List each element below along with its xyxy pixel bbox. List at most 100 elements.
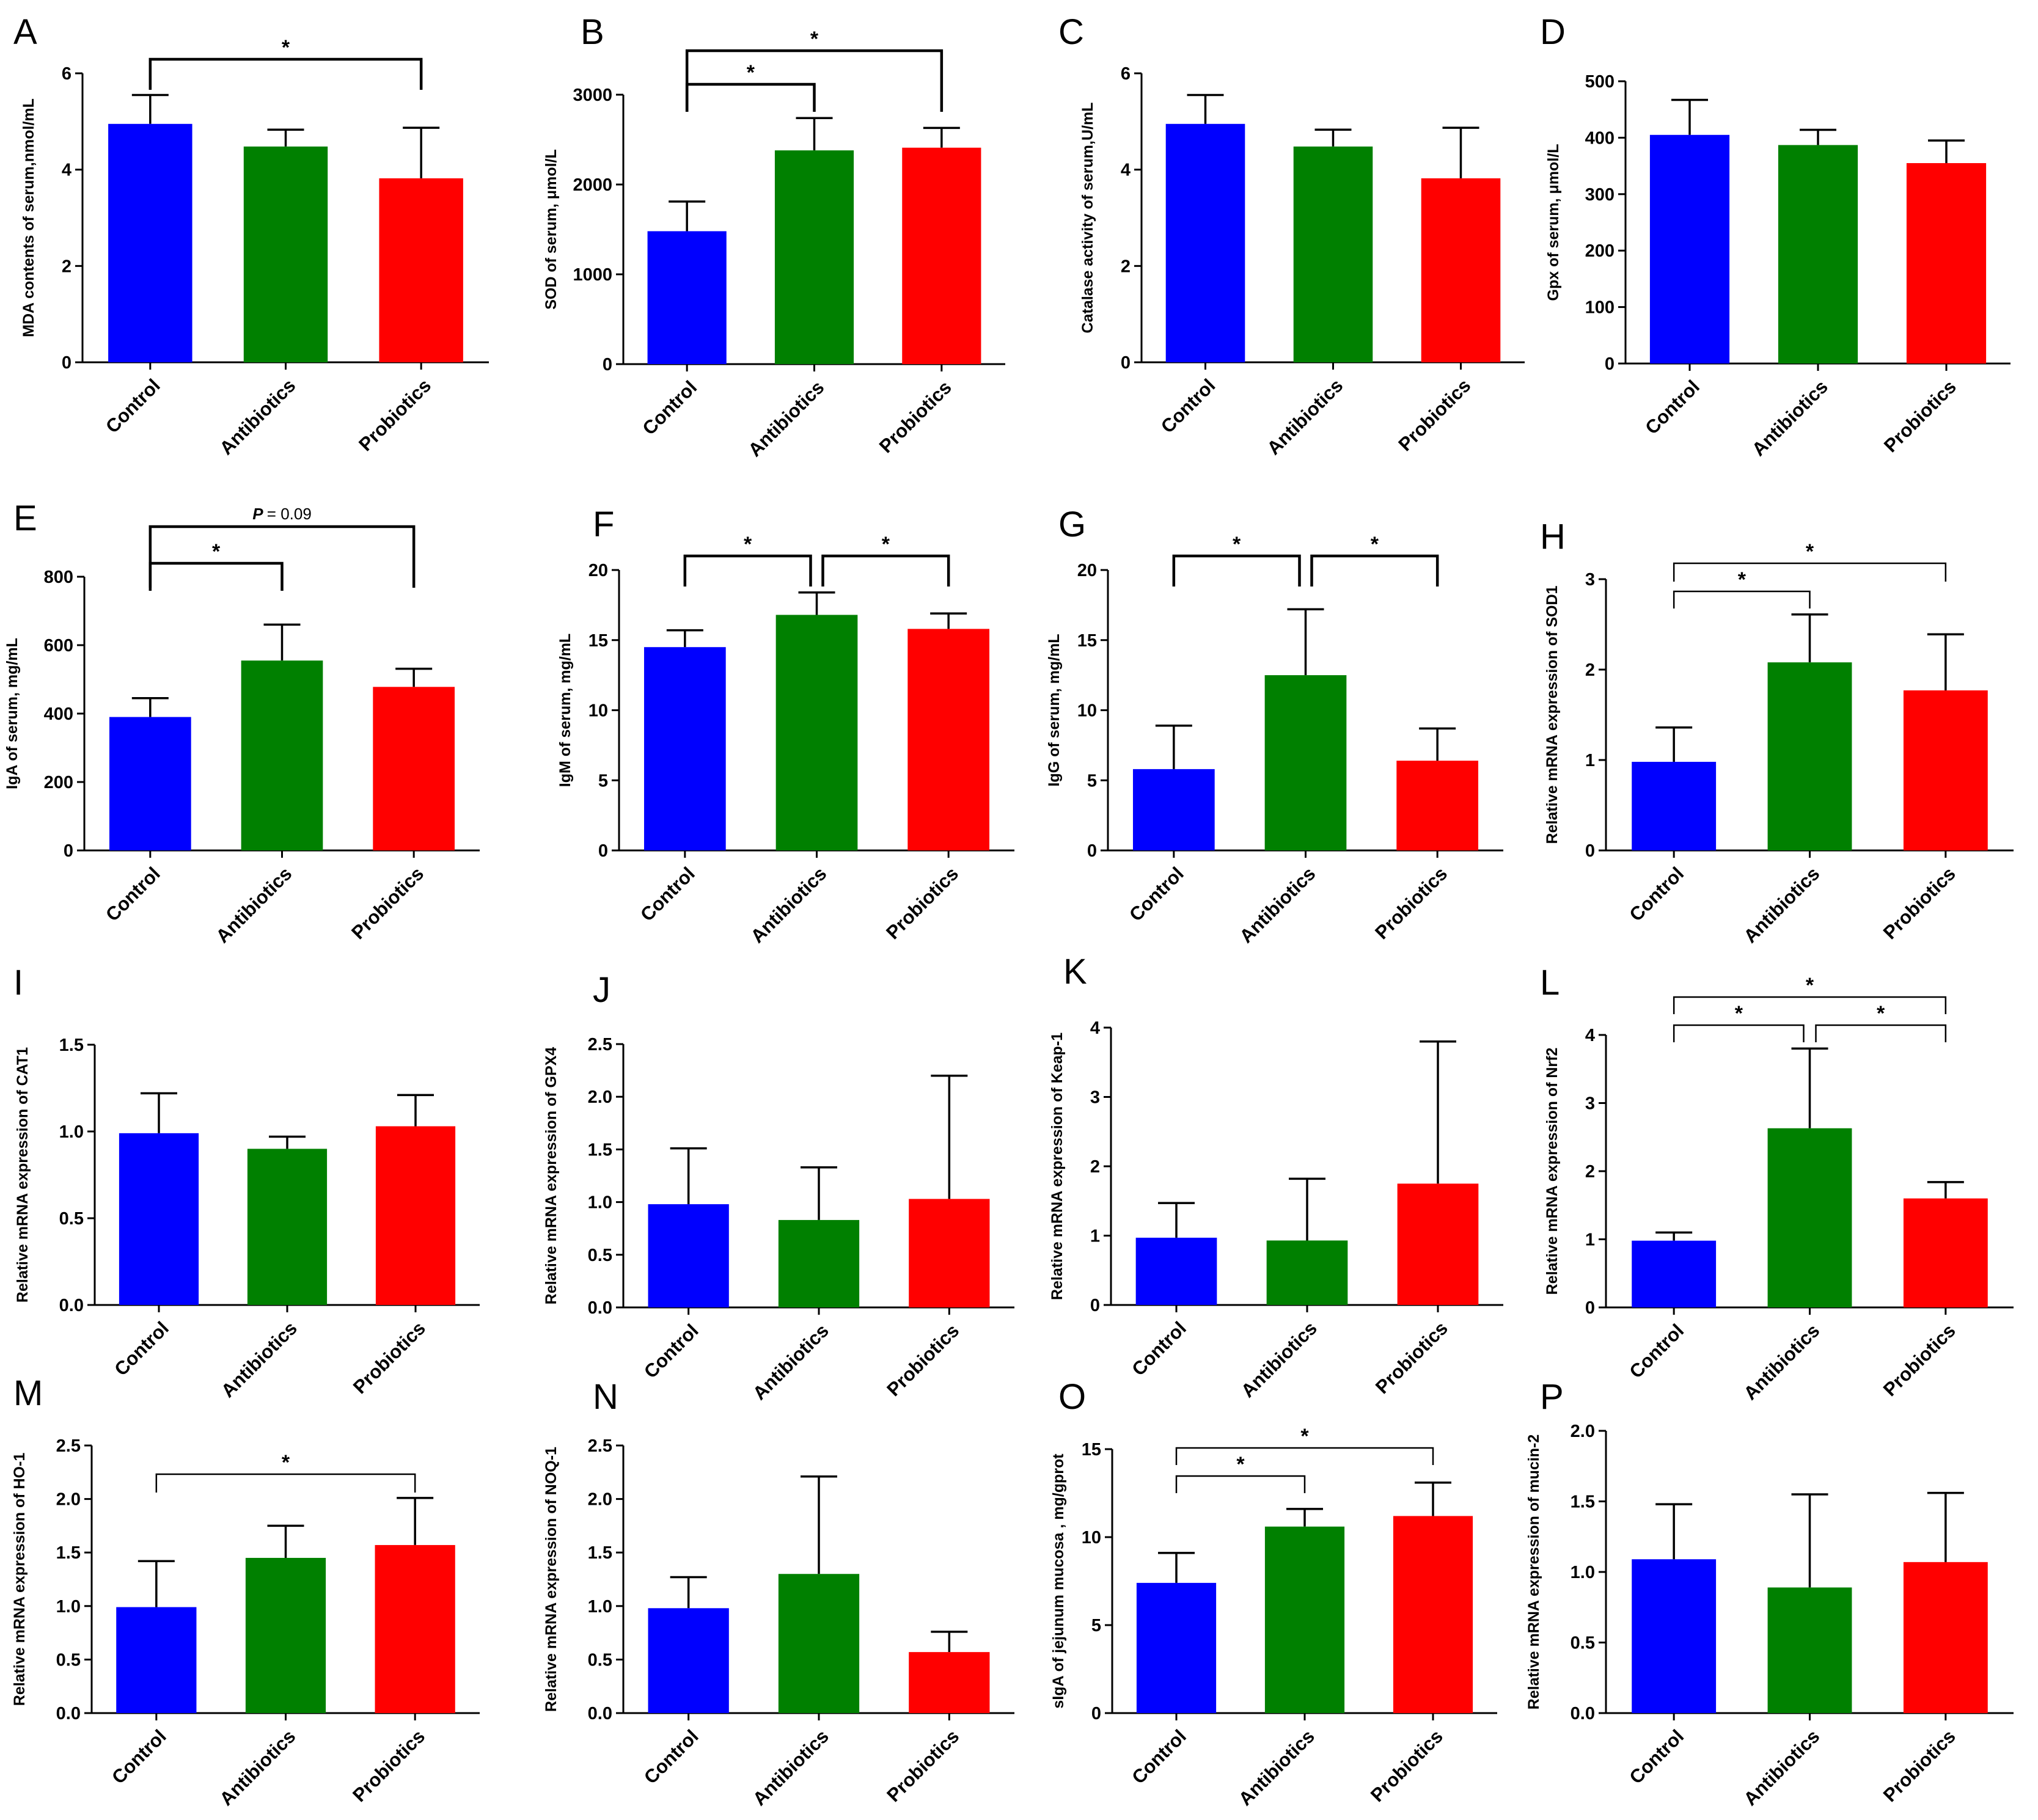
y-tick-label-j-0: 0.0 <box>588 1298 612 1318</box>
x-tick-label-h-2: Probiotics <box>1879 863 1960 943</box>
significance-bracket-b-1 <box>685 49 944 112</box>
bar-o-probiotics <box>1393 1516 1473 1713</box>
y-tick-label-f-2: 10 <box>588 701 608 721</box>
significance-bracket-e-1 <box>148 525 416 588</box>
x-tick-label-p-1: Antibiotics <box>1739 1725 1824 1810</box>
y-tick-label-b-3: 3000 <box>573 86 612 105</box>
bar-a-probiotics <box>379 178 463 362</box>
x-tick-label-b-2: Probiotics <box>875 376 956 457</box>
panel-p: P 0.0 0.5 1.0 1.5 2.0 Relative mRNA expression… <box>1525 1377 2014 1810</box>
bar-f-probiotics <box>907 629 990 850</box>
y-axis-label-e: IgA of serum, mg/mL <box>4 638 21 789</box>
significance-label-l-1: * <box>1877 1002 1885 1025</box>
y-tick-label-p-3: 1.5 <box>1571 1493 1595 1512</box>
y-tick-label-k-4: 4 <box>1090 1018 1100 1038</box>
y-axis-label-p: Relative mRNA expression of mucin-2 <box>1525 1434 1542 1710</box>
panel-l: L 0 1 2 3 4 Relative mRNA expression of Nrf2 Co… <box>1540 963 2014 1404</box>
x-tick-label-p-2: Probiotics <box>1879 1725 1960 1806</box>
x-tick-label-j-2: Probiotics <box>882 1320 963 1400</box>
y-axis-label-j: Relative mRNA expression of GPX4 <box>543 1047 560 1305</box>
y-tick-label-l-2: 2 <box>1585 1162 1595 1182</box>
significance-label-o-1: * <box>1300 1425 1309 1448</box>
x-tick-label-d-0: Control <box>1641 376 1704 439</box>
y-tick-label-c-3: 6 <box>1121 64 1131 84</box>
y-tick-label-m-1: 0.5 <box>56 1650 81 1670</box>
y-tick-label-n-2: 1.0 <box>588 1597 612 1617</box>
bar-i-probiotics <box>375 1126 456 1305</box>
y-tick-label-l-1: 1 <box>1585 1230 1595 1250</box>
y-tick-label-d-4: 400 <box>1585 128 1615 148</box>
panel-c: C 0 2 4 6 Catalase activity of serum,U/mL Cont… <box>1058 12 1525 459</box>
y-axis-label-b: SOD of serum, μmol/L <box>543 149 560 310</box>
significance-label-e-0: * <box>212 540 221 563</box>
significance-bracket-b-0 <box>685 82 816 112</box>
y-axis-label-c: Catalase activity of serum,U/mL <box>1079 103 1096 334</box>
y-tick-label-o-2: 10 <box>1082 1528 1101 1548</box>
panel-b: B 0 1000 2000 3000 SOD of serum, μmol/L Contro… <box>543 12 1005 461</box>
significance-label-f-0: * <box>744 533 752 556</box>
x-tick-label-l-2: Probiotics <box>1879 1320 1960 1400</box>
significance-bracket-h-0 <box>1673 590 1811 608</box>
panel-letter-c: C <box>1058 12 1084 52</box>
bar-b-probiotics <box>902 147 981 365</box>
panel-letter-j: J <box>593 970 610 1010</box>
y-tick-label-i-0: 0.0 <box>59 1296 84 1315</box>
y-tick-label-b-1: 1000 <box>573 265 612 285</box>
y-tick-label-b-0: 0 <box>603 355 612 375</box>
panel-h: H 0 1 2 3 Relative mRNA expression of SOD1 Con… <box>1540 517 2014 947</box>
x-tick-label-h-1: Antibiotics <box>1739 863 1824 947</box>
y-tick-label-g-3: 15 <box>1077 631 1097 651</box>
x-tick-label-o-1: Antibiotics <box>1234 1725 1319 1810</box>
y-axis-label-k: Relative mRNA expression of Keap-1 <box>1049 1032 1066 1300</box>
y-tick-label-p-2: 1.0 <box>1571 1563 1595 1582</box>
significance-bracket-e-0 <box>148 561 284 591</box>
y-axis-label-h: Relative mRNA expression of SOD1 <box>1544 586 1561 844</box>
bar-j-control <box>648 1204 729 1307</box>
panel-o: O 0 5 10 15 sIgA of jejunum mucosa , mg/gprot… <box>1050 1377 1497 1810</box>
y-axis-label-o: sIgA of jejunum mucosa , mg/gprot <box>1050 1453 1067 1709</box>
x-tick-label-g-2: Probiotics <box>1371 863 1451 943</box>
y-tick-label-m-3: 1.5 <box>56 1543 81 1563</box>
y-tick-label-d-1: 100 <box>1585 298 1615 318</box>
x-tick-label-l-0: Control <box>1625 1320 1688 1383</box>
bar-b-control <box>647 231 727 364</box>
bar-j-antibiotics <box>778 1219 860 1307</box>
y-tick-label-c-2: 4 <box>1121 161 1131 180</box>
bar-g-probiotics <box>1396 761 1479 850</box>
x-tick-label-k-1: Antibiotics <box>1237 1317 1321 1402</box>
y-tick-label-d-2: 200 <box>1585 241 1615 261</box>
y-tick-label-n-3: 1.5 <box>588 1543 612 1563</box>
y-tick-label-n-0: 0.0 <box>588 1704 612 1723</box>
y-tick-label-e-4: 800 <box>44 568 73 587</box>
y-tick-label-m-5: 2.5 <box>56 1436 81 1456</box>
x-tick-label-m-2: Probiotics <box>348 1725 429 1806</box>
y-tick-label-g-1: 5 <box>1087 771 1097 791</box>
panel-e: E 0 200 400 600 800 IgA of serum, mg/mL Control… <box>4 499 480 947</box>
bar-a-antibiotics <box>243 146 328 362</box>
x-tick-label-b-1: Antibiotics <box>744 376 828 461</box>
significance-bracket-m-0 <box>155 1473 416 1493</box>
x-tick-label-d-1: Antibiotics <box>1748 376 1832 460</box>
panel-letter-a: A <box>13 12 37 52</box>
bar-c-control <box>1165 123 1245 362</box>
y-axis-label-d: Gpx of serum, μmol/L <box>1545 144 1562 301</box>
x-tick-label-k-2: Probiotics <box>1371 1317 1452 1398</box>
bar-g-antibiotics <box>1264 675 1347 850</box>
y-tick-label-k-1: 1 <box>1090 1227 1100 1246</box>
x-tick-label-c-0: Control <box>1157 375 1220 437</box>
y-tick-label-p-1: 0.5 <box>1571 1634 1595 1653</box>
x-tick-label-c-2: Probiotics <box>1395 375 1475 455</box>
significance-bracket-f-1 <box>821 554 950 587</box>
significance-bracket-o-0 <box>1175 1475 1306 1493</box>
bar-m-antibiotics <box>245 1557 326 1713</box>
panel-letter-f: F <box>593 505 614 544</box>
x-tick-label-k-0: Control <box>1127 1317 1190 1380</box>
bar-k-antibiotics <box>1266 1240 1348 1305</box>
bar-p-antibiotics <box>1767 1587 1852 1713</box>
panel-g: G 0 5 10 15 20 IgG of serum, mg/mL Control Antib… <box>1046 505 1503 947</box>
y-tick-label-h-3: 3 <box>1585 570 1595 590</box>
p-value-prefix: P <box>252 505 267 523</box>
x-tick-label-d-2: Probiotics <box>1880 376 1960 456</box>
y-tick-label-h-1: 1 <box>1585 751 1595 770</box>
bar-f-control <box>643 647 726 850</box>
